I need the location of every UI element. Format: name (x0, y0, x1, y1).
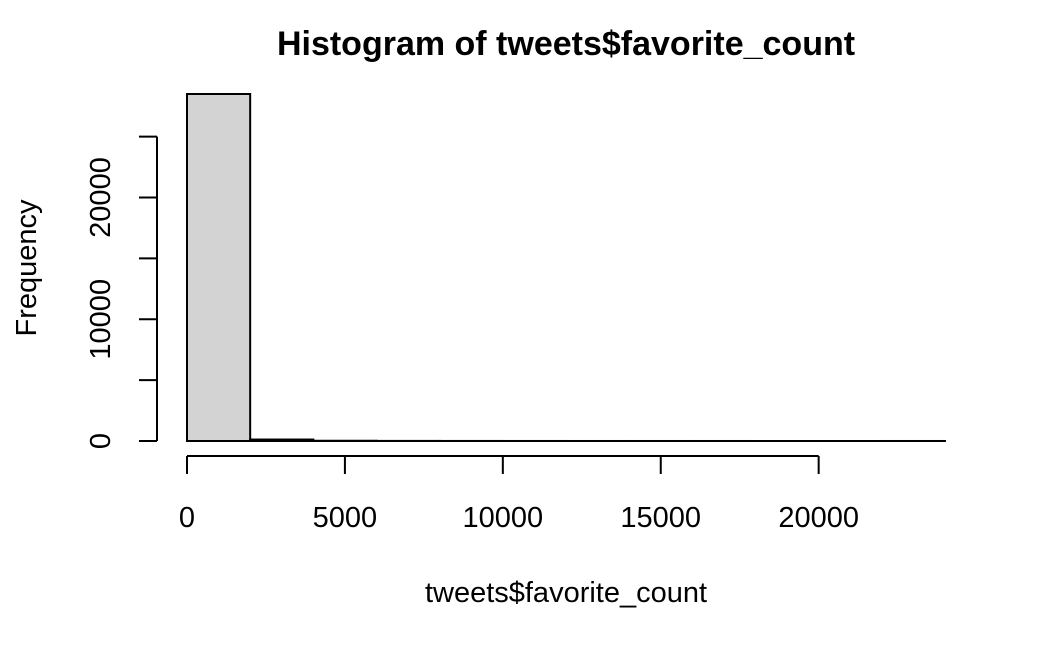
bars-layer (186, 93, 946, 443)
y-axis-label: Frequency (11, 199, 43, 337)
x-tick-label: 0 (179, 502, 195, 534)
x-axis-label: tweets$favorite_count (425, 577, 707, 609)
y-tick-label: 20000 (85, 157, 117, 238)
y-tick-label: 0 (85, 433, 117, 449)
histogram-bar (186, 93, 252, 442)
y-tick-label: 10000 (85, 279, 117, 360)
x-tick-label: 20000 (778, 502, 859, 534)
x-tick-label: 10000 (463, 502, 544, 534)
x-tick-label: 5000 (313, 502, 378, 534)
x-tick-label: 15000 (620, 502, 701, 534)
x-axis: 0 5000 10000 15000 20000 (179, 455, 859, 534)
chart-title: Histogram of tweets$favorite_count (277, 25, 855, 63)
y-axis: 0 10000 20000 (85, 135, 158, 449)
